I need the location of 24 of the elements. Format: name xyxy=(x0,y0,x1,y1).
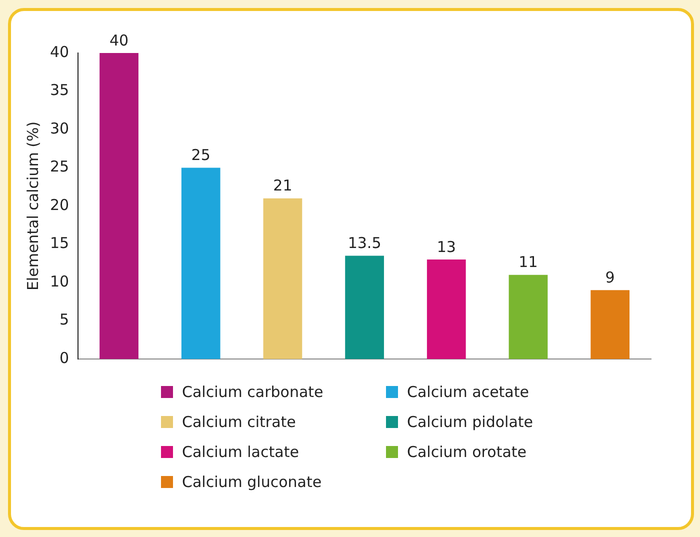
y-axis-title: Elemental calcium (%) xyxy=(24,121,42,291)
data-label: 40 xyxy=(109,31,129,50)
legend-label: Calcium pidolate xyxy=(407,413,533,431)
y-tick-label: 30 xyxy=(50,119,70,138)
data-label: 13 xyxy=(436,238,456,256)
legend-label: Calcium lactate xyxy=(182,443,299,461)
y-tick-label: 40 xyxy=(50,42,70,61)
data-label: 11 xyxy=(518,253,538,272)
y-tick-label: 15 xyxy=(50,234,70,252)
data-label: 9 xyxy=(605,268,615,287)
legend-label: Calcium carbonate xyxy=(182,383,324,401)
data-label: 21 xyxy=(273,176,292,195)
legend-label: Calcium gluconate xyxy=(182,473,322,491)
y-tick-label: 35 xyxy=(50,81,70,100)
data-label: 25 xyxy=(191,146,210,164)
y-tick-label: 20 xyxy=(50,196,70,214)
legend-label: Calcium citrate xyxy=(182,413,296,431)
y-tick-label: 25 xyxy=(50,158,70,176)
legend-label: Calcium acetate xyxy=(407,383,529,401)
y-tick-label: 0 xyxy=(60,348,70,367)
legend-label: Calcium orotate xyxy=(407,443,527,461)
y-tick-label: 10 xyxy=(50,272,70,290)
data-label: 13.5 xyxy=(348,234,382,252)
y-tick-label: 5 xyxy=(60,310,70,329)
